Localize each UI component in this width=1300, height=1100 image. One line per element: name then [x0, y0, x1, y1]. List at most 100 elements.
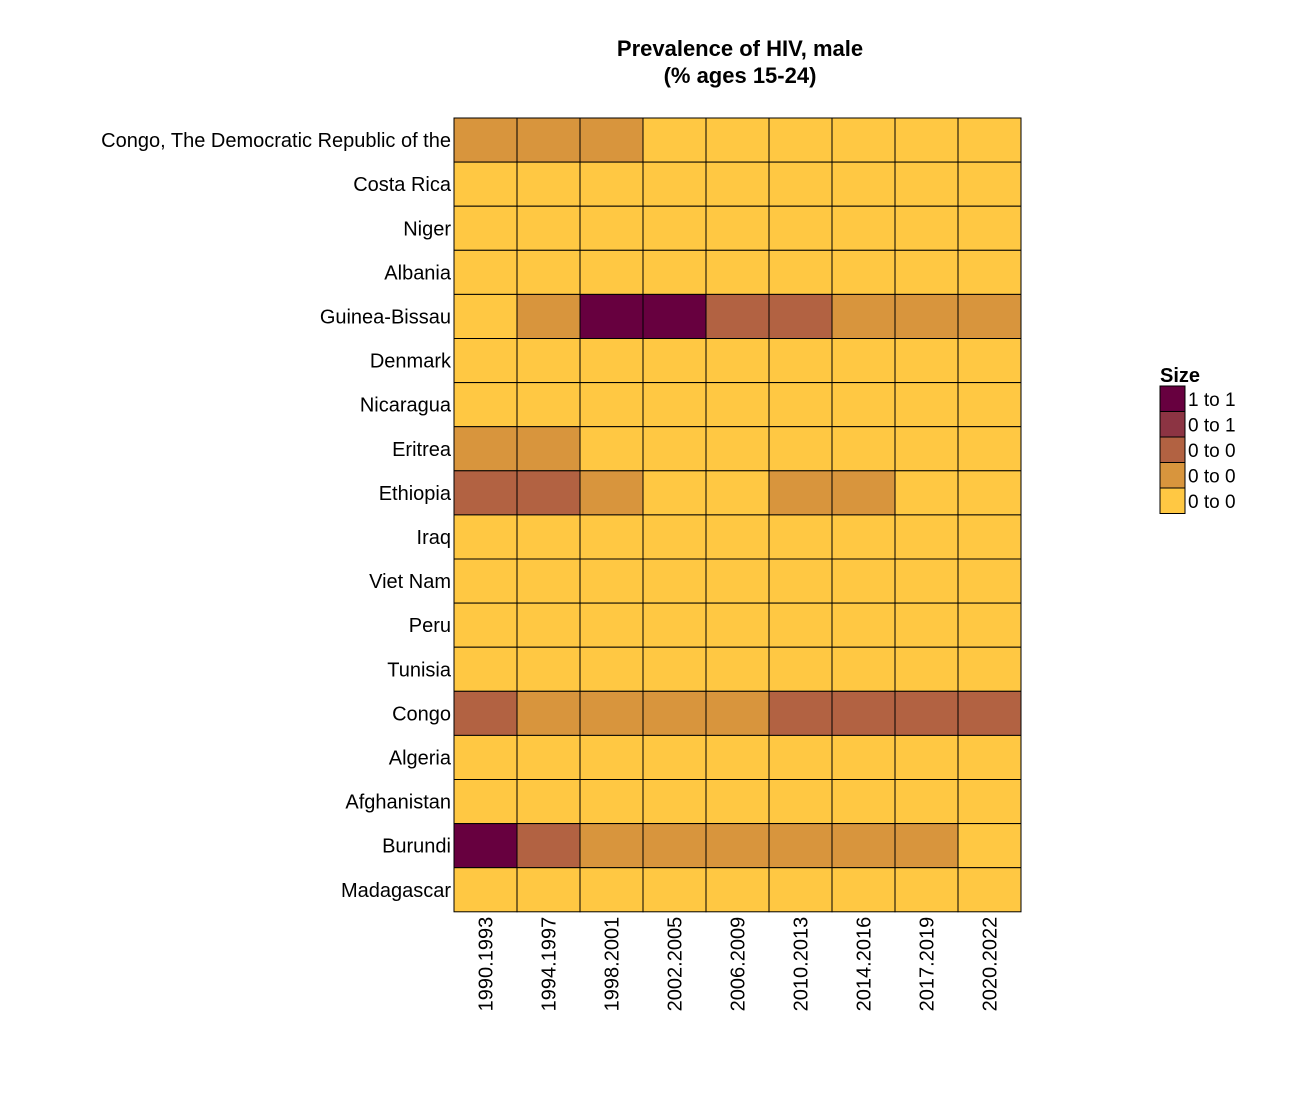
heatmap-cell [705, 382, 770, 428]
heatmap-cell [642, 514, 707, 560]
heatmap-cell [516, 382, 581, 428]
heatmap-cell [453, 867, 518, 913]
heatmap-cell [768, 470, 833, 516]
x-tick-label: 2002.2005 [665, 917, 687, 1012]
heatmap-cell [453, 426, 518, 472]
heatmap-cell [453, 470, 518, 516]
heatmap-cell [642, 823, 707, 869]
y-tick-label: Niger [403, 218, 451, 240]
heatmap-cell [516, 338, 581, 384]
heatmap-cell [831, 514, 896, 560]
heatmap-cell [957, 514, 1022, 560]
heatmap-cell [642, 646, 707, 692]
heatmap-cell [579, 823, 644, 869]
heatmap-cell [831, 338, 896, 384]
heatmap-cell [453, 338, 518, 384]
heatmap-cell [894, 690, 959, 736]
heatmap-cell [579, 117, 644, 163]
heatmap-cell [516, 558, 581, 604]
heatmap-cell [453, 205, 518, 251]
heatmap-cell [579, 249, 644, 295]
heatmap-cell [705, 690, 770, 736]
heatmap-cell [453, 514, 518, 560]
heatmap-cell [453, 823, 518, 869]
heatmap-cell [642, 426, 707, 472]
heatmap-cell [957, 205, 1022, 251]
heatmap-cell [768, 293, 833, 339]
heatmap-cell [579, 602, 644, 648]
heatmap-cell [579, 161, 644, 207]
heatmap-cell [705, 823, 770, 869]
chart-title: Prevalence of HIV, male(% ages 15-24) [617, 36, 863, 88]
heatmap-cell [579, 558, 644, 604]
heatmap-cell [894, 602, 959, 648]
heatmap-cell [516, 779, 581, 825]
y-tick-label: Albania [384, 262, 452, 284]
legend-swatch [1159, 436, 1186, 463]
heatmap-cell [516, 734, 581, 781]
heatmap-cell [579, 646, 644, 692]
heatmap-cell [453, 558, 518, 604]
heatmap-cell [453, 734, 518, 781]
heatmap-cell [642, 867, 707, 913]
heatmap-cell [642, 558, 707, 604]
heatmap-cell [453, 602, 518, 648]
heatmap-cell [831, 558, 896, 604]
heatmap-cell [768, 205, 833, 251]
heatmap-cell [957, 293, 1022, 339]
y-tick-label: Afghanistan [345, 792, 451, 814]
heatmap-cell [957, 338, 1022, 384]
y-tick-label: Guinea-Bissau [320, 306, 451, 328]
heatmap-cell [516, 867, 581, 913]
heatmap-cell [957, 426, 1022, 472]
heatmap-cell [894, 867, 959, 913]
heatmap-cell [579, 514, 644, 560]
heatmap-cell [768, 249, 833, 295]
heatmap-cell [957, 161, 1022, 207]
heatmap-cell [642, 293, 707, 339]
heatmap-cell [768, 779, 833, 825]
heatmap-cell [894, 426, 959, 472]
heatmap-cell [957, 117, 1022, 163]
heatmap-cell [579, 205, 644, 251]
heatmap-cell [768, 690, 833, 736]
y-tick-label: Ethiopia [379, 483, 452, 505]
legend-label: 0 to 1 [1188, 415, 1236, 436]
heatmap-cell [705, 117, 770, 163]
heatmap-cell [831, 779, 896, 825]
heatmap-cell [831, 823, 896, 869]
y-tick-label: Algeria [389, 747, 452, 769]
heatmap-cell [831, 470, 896, 516]
heatmap-cell [768, 734, 833, 781]
heatmap-cell [516, 514, 581, 560]
y-tick-label: Peru [409, 615, 451, 637]
heatmap-cell [516, 249, 581, 295]
heatmap-cells [453, 117, 1022, 913]
heatmap-cell [642, 470, 707, 516]
heatmap-cell [705, 779, 770, 825]
heatmap-cell [831, 602, 896, 648]
heatmap-cell [831, 690, 896, 736]
heatmap-cell [516, 470, 581, 516]
legend-title: Size [1160, 365, 1200, 387]
heatmap-cell [453, 690, 518, 736]
heatmap-cell [705, 558, 770, 604]
heatmap-cell [894, 779, 959, 825]
x-axis-tick-labels: 1990.1993 1994.1997 1998.2001 2002.2005 2006… [476, 917, 1002, 1012]
heatmap-cell [957, 734, 1022, 781]
y-tick-label: Tunisia [387, 659, 452, 681]
legend-swatch [1159, 385, 1186, 412]
heatmap-cell [642, 690, 707, 736]
x-tick-label: 2017.2019 [917, 917, 939, 1012]
heatmap-cell [705, 338, 770, 384]
heatmap-cell [894, 470, 959, 516]
heatmap-cell [768, 514, 833, 560]
heatmap-cell [453, 779, 518, 825]
heatmap-cell [894, 249, 959, 295]
heatmap-cell [579, 426, 644, 472]
heatmap-cell [453, 249, 518, 295]
heatmap-cell [642, 779, 707, 825]
heatmap-cell [831, 249, 896, 295]
heatmap-cell [831, 646, 896, 692]
y-tick-label: Viet Nam [369, 571, 451, 593]
